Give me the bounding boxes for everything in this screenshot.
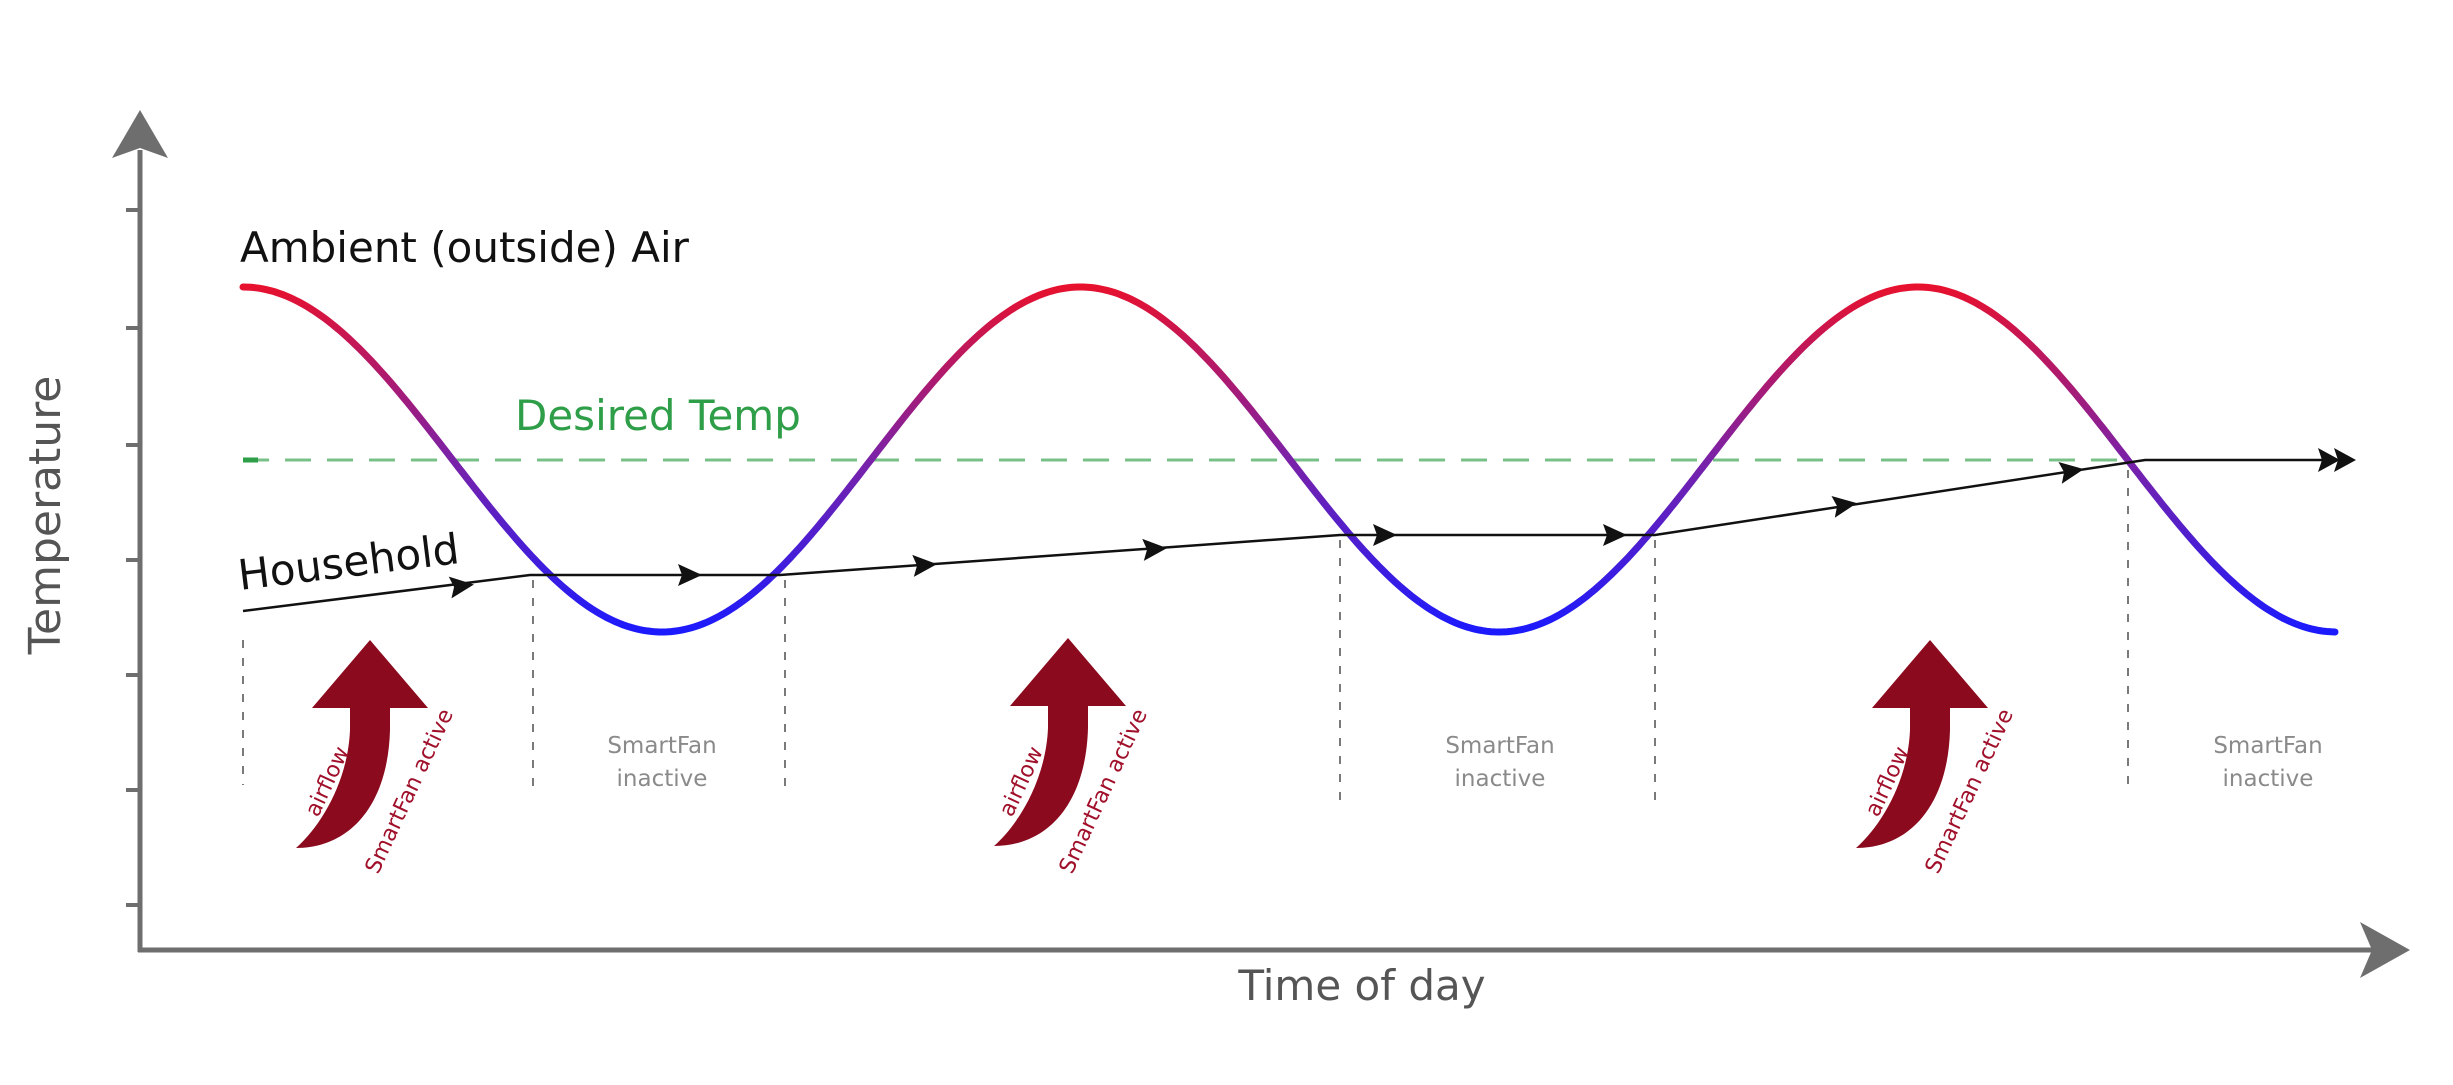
household-arrow-icon-3 — [1142, 538, 1167, 561]
smartfan-inactive-line1: SmartFan — [2213, 733, 2322, 759]
ambient-air-label: Ambient (outside) Air — [240, 223, 690, 272]
x-axis-arrow-icon — [2360, 922, 2410, 978]
phase-inactive-1: SmartFan inactive — [607, 733, 716, 792]
axes — [112, 110, 2410, 978]
household-arrow-icon-5 — [1603, 524, 1627, 546]
household-arrow-icon-7 — [2058, 461, 2084, 484]
airflow-arrow-icon — [994, 638, 1126, 846]
airflow-arrow-icon — [1856, 640, 1988, 848]
household-end-arrow-icon-2 — [2334, 448, 2356, 472]
y-axis-arrow-icon — [112, 110, 168, 158]
smartfan-inactive-line1: SmartFan — [1445, 733, 1554, 759]
household-end-arrow-icon — [2318, 448, 2340, 472]
household-arrow-icon-4 — [1373, 524, 1397, 546]
x-axis-label: Time of day — [1237, 961, 1485, 1010]
phase-inactive-2: SmartFan inactive — [1445, 733, 1554, 792]
desired-temp-label: Desired Temp — [515, 391, 801, 440]
y-axis-label: Temperature — [20, 376, 71, 656]
household-direction-arrows — [448, 461, 2084, 599]
household-path — [242, 448, 2356, 613]
smartfan-inactive-line2: inactive — [617, 766, 708, 792]
household-arrow-icon-2 — [912, 554, 937, 577]
household-arrow-icon-1 — [678, 564, 702, 586]
phase-separators — [242, 470, 2129, 800]
household-arrow-icon-6 — [1831, 495, 1857, 518]
phase-active-3: airflow SmartFan active — [1856, 640, 2019, 878]
y-axis-ticks — [126, 208, 140, 907]
household-line — [242, 458, 2335, 613]
phase-inactive-3: SmartFan inactive — [2213, 733, 2322, 792]
smartfan-inactive-line2: inactive — [2223, 766, 2314, 792]
airflow-arrow-icon — [296, 640, 428, 848]
household-arrow-icon-0 — [448, 576, 474, 599]
phase-active-1: airflow SmartFan active — [296, 640, 459, 878]
phase-active-2: airflow SmartFan active — [994, 638, 1153, 878]
ambient-air-curve — [239, 283, 2339, 636]
smartfan-inactive-line2: inactive — [1455, 766, 1546, 792]
smartfan-inactive-line1: SmartFan — [607, 733, 716, 759]
